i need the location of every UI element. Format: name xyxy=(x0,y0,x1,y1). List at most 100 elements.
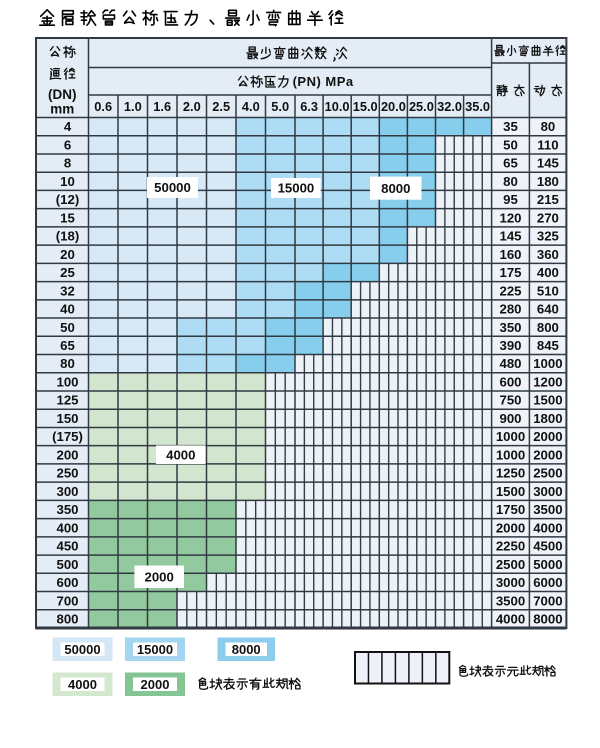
svg-text:6: 6 xyxy=(64,137,71,152)
svg-text:50: 50 xyxy=(60,320,75,335)
svg-text:1800: 1800 xyxy=(533,411,562,426)
svg-text:510: 510 xyxy=(537,283,559,298)
svg-text:2000: 2000 xyxy=(496,520,525,535)
svg-text:(PN) MPa: (PN) MPa xyxy=(293,74,354,89)
svg-text:8: 8 xyxy=(64,156,71,171)
svg-text:845: 845 xyxy=(537,338,559,353)
svg-text:65: 65 xyxy=(60,338,75,353)
svg-text:80: 80 xyxy=(60,356,75,371)
svg-text:150: 150 xyxy=(56,411,78,426)
svg-text:100: 100 xyxy=(56,375,78,390)
svg-text:480: 480 xyxy=(499,356,521,371)
svg-text:(175): (175) xyxy=(52,429,83,444)
svg-text:5.0: 5.0 xyxy=(271,99,289,114)
svg-text:2250: 2250 xyxy=(496,539,525,554)
svg-text:325: 325 xyxy=(537,229,559,244)
svg-text:65: 65 xyxy=(503,156,518,171)
svg-text:20.0: 20.0 xyxy=(381,99,406,114)
svg-text:250: 250 xyxy=(56,466,78,481)
svg-text:3500: 3500 xyxy=(533,502,562,517)
svg-text:400: 400 xyxy=(56,520,78,535)
svg-text:600: 600 xyxy=(499,375,521,390)
svg-text:80: 80 xyxy=(541,119,556,134)
svg-text:32: 32 xyxy=(60,283,75,298)
svg-text:1.0: 1.0 xyxy=(124,99,142,114)
svg-text:110: 110 xyxy=(537,137,558,152)
svg-text:600: 600 xyxy=(56,575,78,590)
svg-text:225: 225 xyxy=(499,283,521,298)
svg-text:25.0: 25.0 xyxy=(409,99,434,114)
svg-text:1000: 1000 xyxy=(496,429,525,444)
svg-text:280: 280 xyxy=(499,302,521,317)
svg-text:1500: 1500 xyxy=(533,393,562,408)
svg-text:1500: 1500 xyxy=(496,484,525,499)
svg-text:6.3: 6.3 xyxy=(300,99,318,114)
svg-text:20: 20 xyxy=(60,247,75,262)
svg-text:32.0: 32.0 xyxy=(437,99,462,114)
svg-text:125: 125 xyxy=(56,393,78,408)
svg-text:2000: 2000 xyxy=(533,447,562,462)
svg-text:900: 900 xyxy=(499,411,521,426)
svg-text:1250: 1250 xyxy=(496,466,525,481)
svg-text:800: 800 xyxy=(537,320,559,335)
svg-text:0.6: 0.6 xyxy=(94,99,112,114)
svg-text:10.0: 10.0 xyxy=(325,99,350,114)
svg-text:145: 145 xyxy=(499,229,521,244)
svg-text:15000: 15000 xyxy=(278,181,315,196)
svg-text:1000: 1000 xyxy=(496,447,525,462)
svg-text:1200: 1200 xyxy=(533,375,562,390)
svg-text:1000: 1000 xyxy=(533,356,562,371)
svg-text:2500: 2500 xyxy=(496,557,525,572)
svg-text:160: 160 xyxy=(499,247,521,262)
svg-text:3000: 3000 xyxy=(496,575,525,590)
svg-text:200: 200 xyxy=(56,447,78,462)
svg-text:7000: 7000 xyxy=(533,593,562,608)
svg-text:35: 35 xyxy=(503,119,518,134)
svg-text:400: 400 xyxy=(537,265,559,280)
svg-text:500: 500 xyxy=(56,557,78,572)
svg-text:15: 15 xyxy=(60,210,75,225)
svg-text:4.0: 4.0 xyxy=(242,99,260,114)
svg-text:35.0: 35.0 xyxy=(465,99,490,114)
svg-text:1750: 1750 xyxy=(496,502,525,517)
svg-text:360: 360 xyxy=(537,247,559,262)
svg-text:350: 350 xyxy=(499,320,521,335)
svg-text:120: 120 xyxy=(499,210,521,225)
svg-text:215: 215 xyxy=(537,192,559,207)
svg-text:80: 80 xyxy=(503,174,518,189)
svg-text:4000: 4000 xyxy=(166,447,195,462)
svg-text:350: 350 xyxy=(56,502,78,517)
svg-text:1.6: 1.6 xyxy=(153,99,171,114)
svg-text:2500: 2500 xyxy=(533,466,562,481)
svg-text:(18): (18) xyxy=(56,229,79,244)
svg-text:15.0: 15.0 xyxy=(353,99,378,114)
svg-text:2000: 2000 xyxy=(533,429,562,444)
svg-text:2000: 2000 xyxy=(141,677,170,692)
svg-text:2.5: 2.5 xyxy=(212,99,230,114)
svg-text:4500: 4500 xyxy=(533,539,562,554)
svg-text:4000: 4000 xyxy=(533,520,562,535)
svg-text:5000: 5000 xyxy=(533,557,562,572)
svg-text:4: 4 xyxy=(64,119,72,134)
svg-text:3000: 3000 xyxy=(533,484,562,499)
svg-text:390: 390 xyxy=(499,338,521,353)
svg-text:180: 180 xyxy=(537,174,559,189)
svg-text:8000: 8000 xyxy=(381,181,410,196)
svg-text:175: 175 xyxy=(499,265,521,280)
svg-text:450: 450 xyxy=(56,539,78,554)
svg-text:8000: 8000 xyxy=(533,612,562,627)
svg-text:2000: 2000 xyxy=(145,570,174,585)
svg-text:6000: 6000 xyxy=(533,575,562,590)
svg-text:25: 25 xyxy=(60,265,75,280)
svg-text:145: 145 xyxy=(537,156,559,171)
svg-text:15000: 15000 xyxy=(137,642,173,657)
svg-text:50000: 50000 xyxy=(64,642,100,657)
svg-text:300: 300 xyxy=(56,484,78,499)
svg-text:95: 95 xyxy=(503,192,518,207)
svg-text:700: 700 xyxy=(56,593,78,608)
svg-text:(DN): (DN) xyxy=(48,87,77,102)
svg-text:2.0: 2.0 xyxy=(183,99,201,114)
svg-text:(12): (12) xyxy=(56,192,79,207)
svg-text:mm: mm xyxy=(50,102,74,117)
svg-text:50000: 50000 xyxy=(154,180,191,195)
